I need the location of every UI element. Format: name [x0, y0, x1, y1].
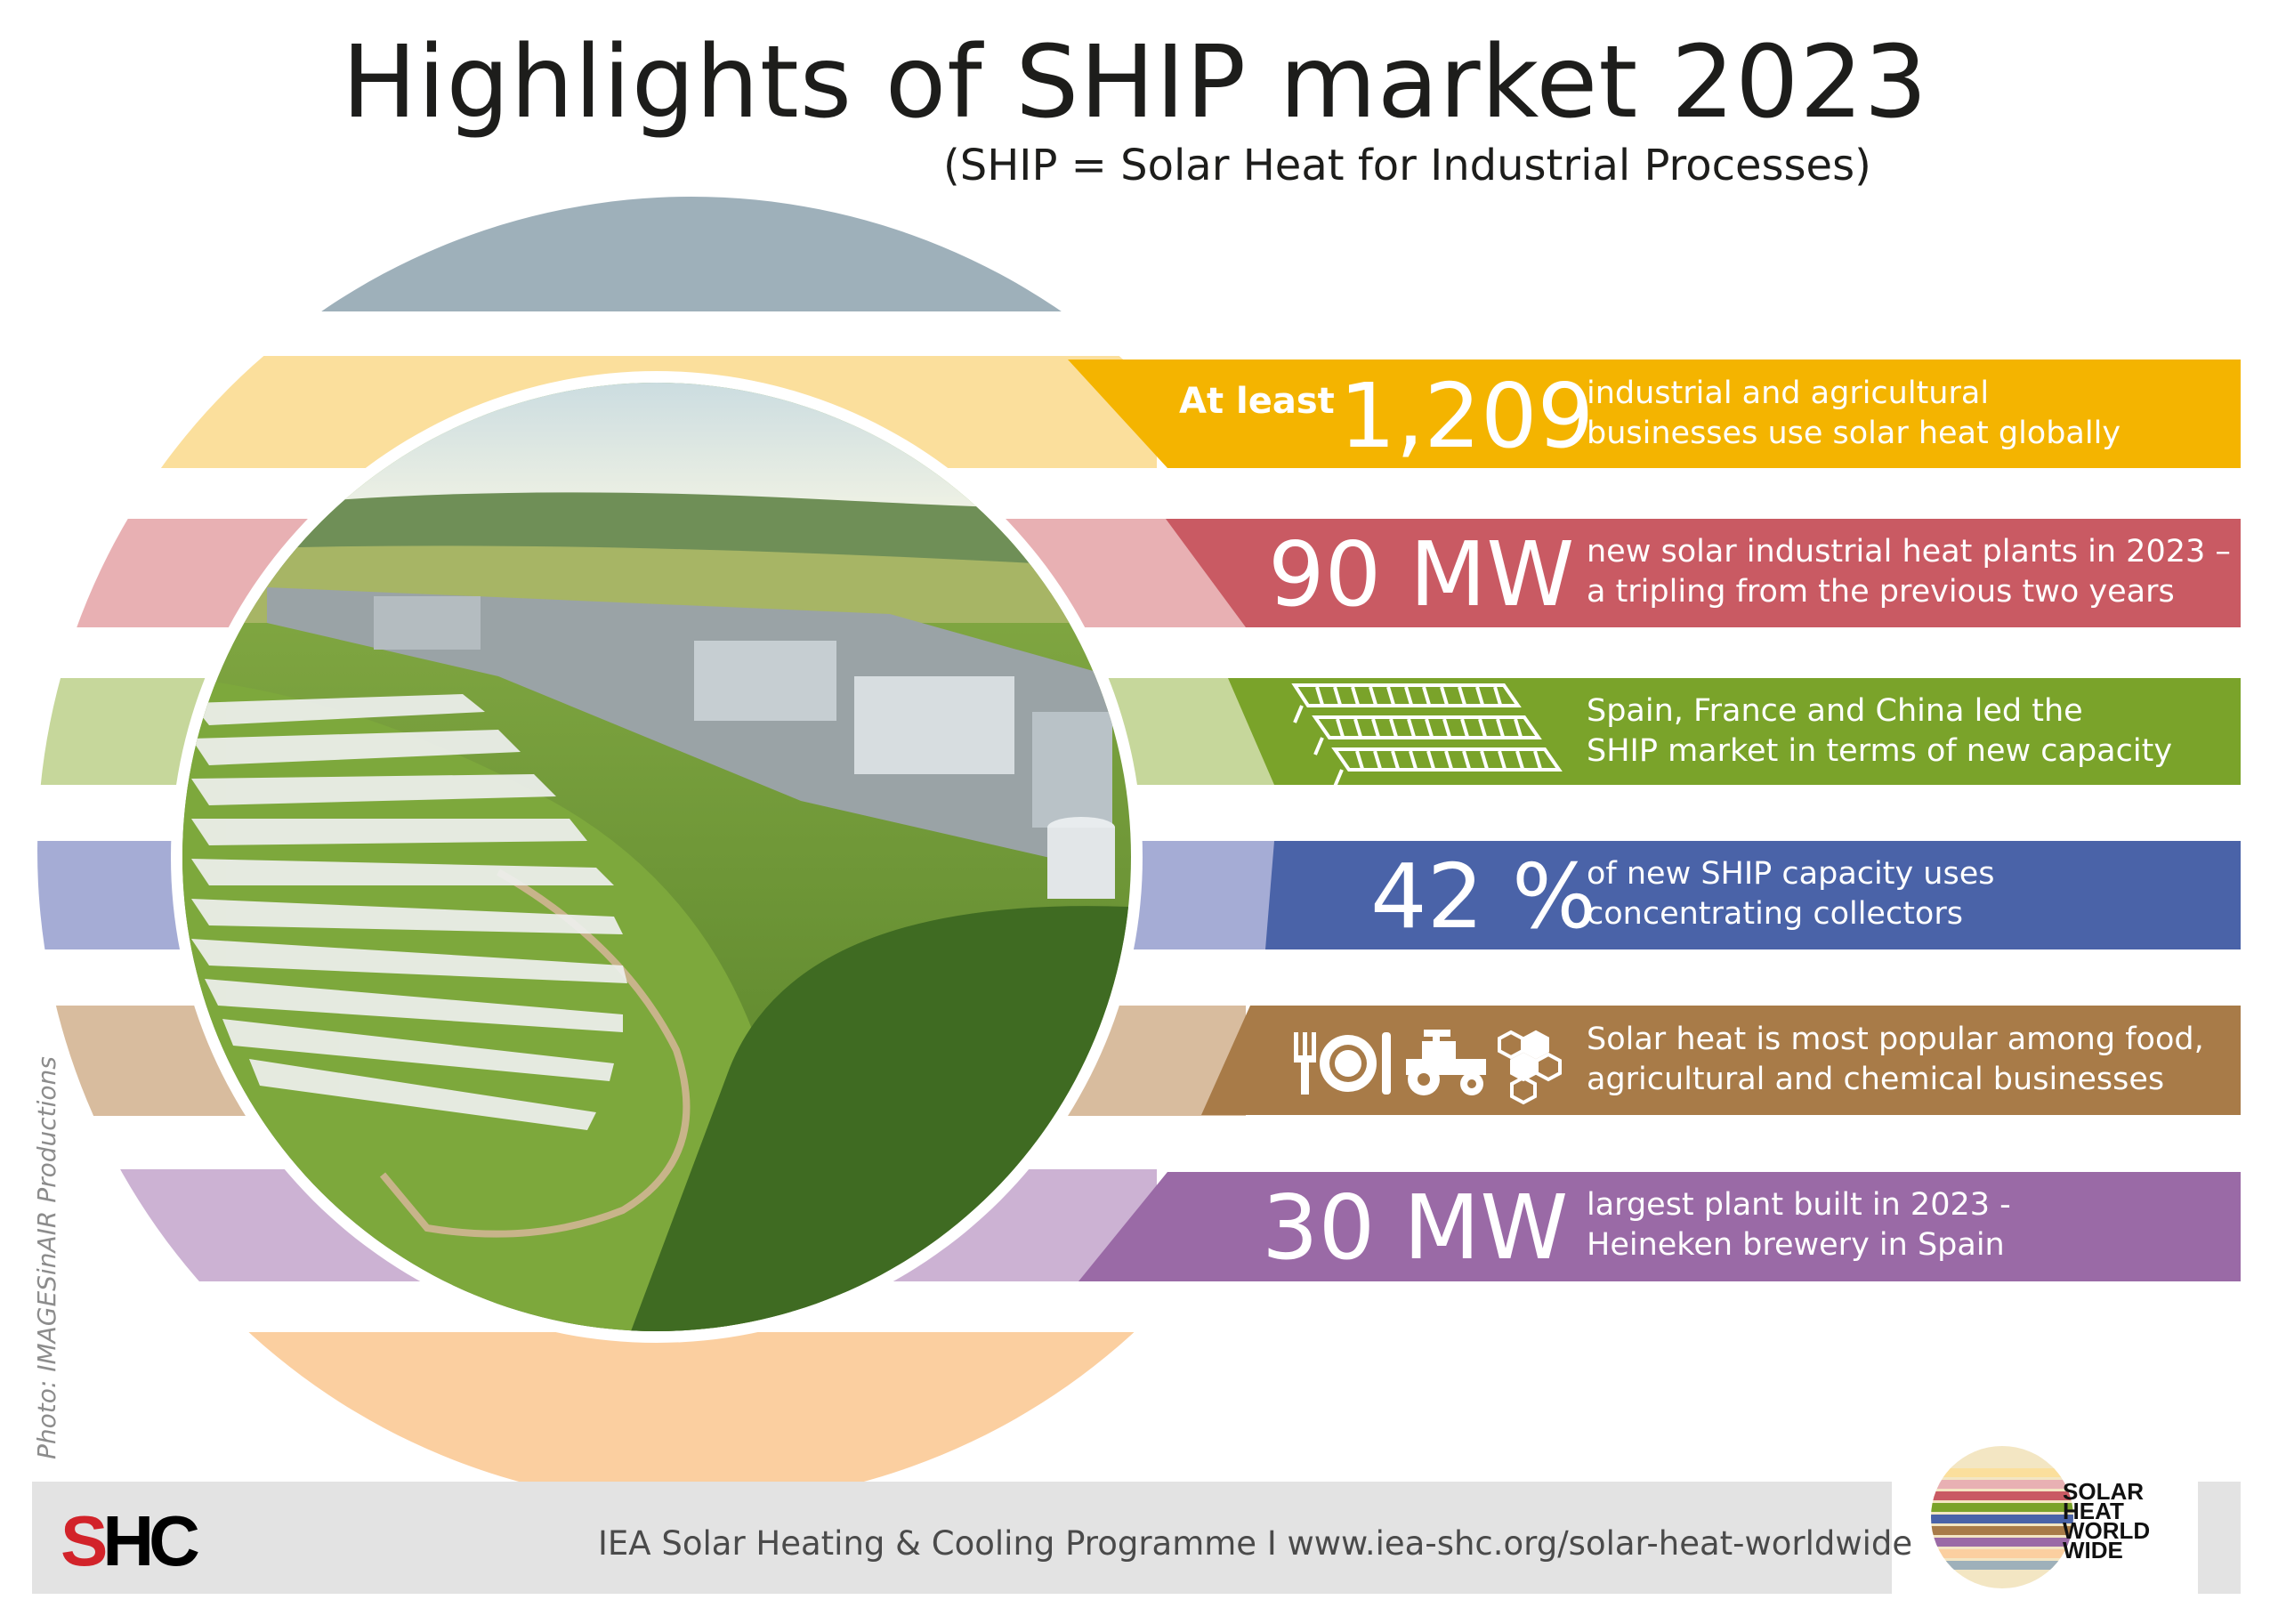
hexagons-icon	[1498, 1030, 1562, 1105]
solar-heat-worldwide-logo	[1931, 1446, 2073, 1588]
highlight-2-line2: a tripling from the previous two years	[1587, 574, 2175, 610]
page-title: Highlights of SHIP market 2023	[342, 25, 1928, 141]
highlight-1-line1: industrial and agricultural	[1587, 376, 1990, 411]
photo-credit: Photo: IMAGESinAIR Productions	[32, 1056, 61, 1459]
shc-logo-s: S	[61, 1501, 108, 1580]
band-1	[1068, 360, 2241, 468]
aerial-photo	[182, 383, 1131, 1331]
logo-word-solar: SOLAR	[2063, 1478, 2144, 1505]
logo-word-wide: WIDE	[2063, 1537, 2123, 1563]
logo-word-world: WORLD	[2063, 1517, 2151, 1544]
highlight-6-line1: largest plant built in 2023 -	[1587, 1187, 2011, 1223]
footer-text: IEA Solar Heating & Cooling Programme I …	[598, 1524, 1913, 1563]
logo-wordmark: SOLAR HEAT WORLD WIDE	[2063, 1478, 2151, 1563]
highlight-5-line1: Solar heat is most popular among food,	[1587, 1022, 2204, 1057]
shc-logo: SHC	[61, 1500, 200, 1582]
shc-logo-hc: HC	[102, 1501, 200, 1580]
highlight-4-line1: of new SHIP capacity uses	[1587, 856, 1995, 892]
band-6	[1078, 1172, 2241, 1281]
highlight-6-line2: Heineken brewery in Spain	[1587, 1227, 2005, 1263]
band-4	[1265, 841, 2241, 949]
highlight-3-line2: SHIP market in terms of new capacity	[1587, 733, 2173, 769]
tractor-icon	[1406, 1030, 1486, 1095]
highlight-1-line2: businesses use solar heat globally	[1587, 416, 2121, 451]
highlight-1-figure: 1,209	[1339, 364, 1595, 468]
band-2	[1166, 519, 2241, 627]
highlight-2-figure: 90 MW	[1268, 522, 1575, 626]
logo-word-heat: HEAT	[2063, 1498, 2124, 1524]
footer-bar-end	[2198, 1482, 2241, 1594]
highlight-5-line2: agricultural and chemical businesses	[1587, 1062, 2165, 1097]
highlight-6-figure: 30 MW	[1262, 1176, 1569, 1280]
solar-collectors-icon	[1291, 683, 1563, 788]
highlight-2-line1: new solar industrial heat plants in 2023…	[1587, 534, 2231, 570]
highlight-3-line1: Spain, France and China led the	[1587, 693, 2083, 729]
page-subtitle: (SHIP = Solar Heat for Industrial Proces…	[943, 141, 1871, 190]
highlight-4-figure: 42 %	[1370, 844, 1597, 949]
highlight-1-lead: At least	[1179, 381, 1335, 422]
top-cap-stripe	[37, 197, 1345, 311]
cutlery-plate-icon	[1294, 1032, 1391, 1095]
footer-bar	[32, 1482, 1892, 1594]
highlight-4-line2: concentrating collectors	[1587, 896, 1963, 932]
